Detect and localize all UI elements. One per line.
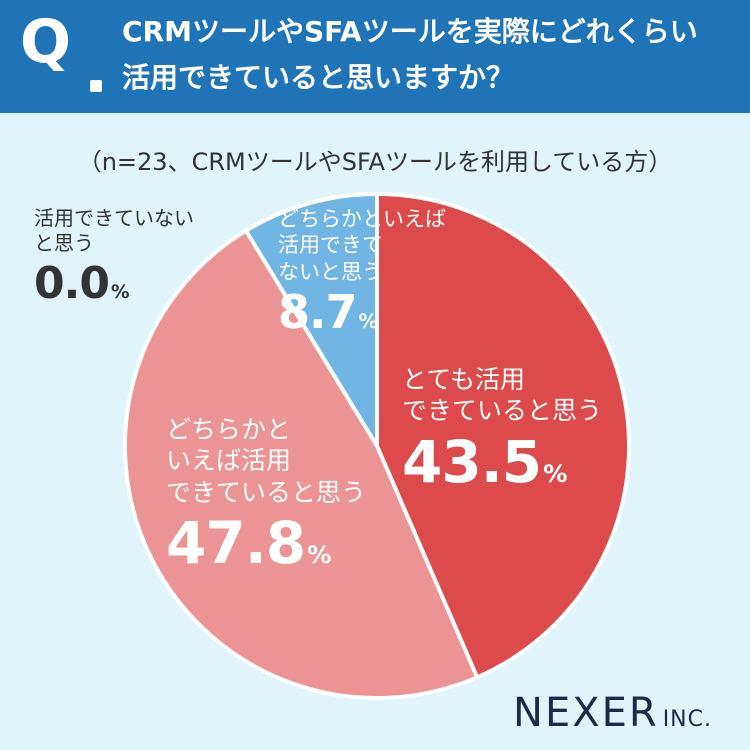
question-line-2: 活用できていると思いますか？ <box>122 61 515 94</box>
slice-label-line: できていると思う <box>166 477 367 507</box>
pie-slices <box>123 192 631 700</box>
slice-label-line: と思う <box>34 231 94 255</box>
nexer-logo: NEXER INC. <box>513 690 712 736</box>
slice-label-line: いえば活用 <box>166 446 292 476</box>
slice-label-very-active: とても活用 できていると思う 43.5% <box>402 364 602 494</box>
slice-value: 43.5% <box>402 427 568 496</box>
slice-label-line: 活用できていない <box>34 206 194 230</box>
slice-label-line: どちらかといえば <box>278 207 446 231</box>
pie-slice-somewhat-active <box>123 228 480 700</box>
slice-label-line: 活用できて <box>278 233 383 258</box>
slice-label-somewhat-inactive: どちらかといえば 活用できて ないと思う 8.7% <box>278 206 446 337</box>
slice-label-line: とても活用 <box>402 365 526 394</box>
slice-label-line: どちらかと <box>166 415 292 444</box>
question-line-1: CRMツールやSFAツールを実際にどれくらい <box>122 15 698 48</box>
slice-value: 8.7% <box>278 284 378 339</box>
slice-label-line: できていると思う <box>402 396 603 426</box>
slice-value: 0.0% <box>34 258 130 309</box>
slice-label-line: ないと思う <box>278 259 383 284</box>
question-header: Q CRMツールやSFAツールを実際にどれくらい 活用できていると思いますか？ <box>0 0 750 113</box>
sample-note: （n=23、CRMツールやSFAツールを利用している方） <box>77 148 673 176</box>
pie-slice-very-active <box>375 192 631 680</box>
slice-label-somewhat-active: どちらかと いえば活用 できていると思う 47.8% <box>166 414 366 576</box>
slice-value: 47.8% <box>166 508 332 577</box>
question-mark-dot <box>90 80 102 92</box>
pie-slice-somewhat-inactive <box>244 192 379 448</box>
question-mark: Q <box>20 7 72 77</box>
slice-label-not-active: 活用できていない と思う 0.0% <box>34 206 194 308</box>
